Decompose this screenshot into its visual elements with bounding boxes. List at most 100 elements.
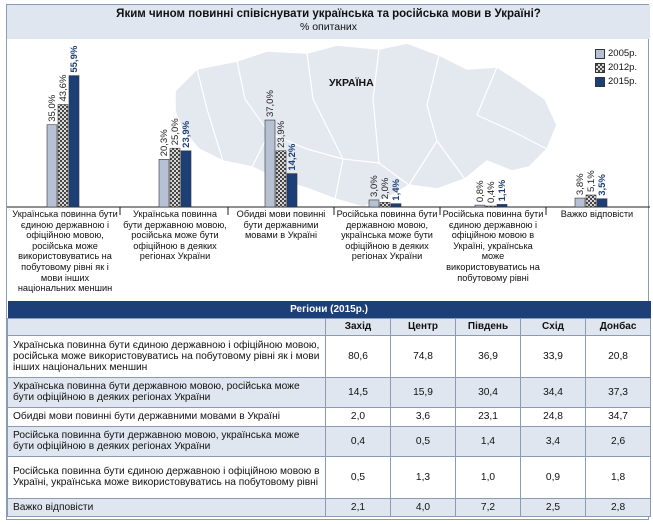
data-label-2015-cat2: 23,9% bbox=[181, 120, 192, 147]
row-label: Обидві мови повинні бути державними мова… bbox=[7, 406, 326, 427]
bar-2012-cat4 bbox=[379, 202, 391, 208]
data-label-2012-cat4: 2,0% bbox=[380, 177, 391, 199]
table-cell: 0,5 bbox=[390, 425, 456, 457]
table-cell: 1,8 bbox=[584, 455, 652, 499]
bar-2012-cat6 bbox=[585, 194, 597, 208]
bar-2015-cat5 bbox=[496, 204, 508, 208]
table-cell: 1,0 bbox=[455, 455, 521, 499]
table-cell: 80,6 bbox=[325, 334, 391, 378]
table-cell: 0,9 bbox=[520, 455, 586, 499]
table-cell: 23,1 bbox=[455, 406, 521, 427]
table-cell: 0,5 bbox=[325, 455, 391, 499]
bars-layer: 35,0%43,6%55,9%20,3% 25,0% 23,9%37,0%23,9%… bbox=[46, 45, 608, 208]
row-label: Українська повинна бути державною мовою,… bbox=[7, 376, 326, 408]
table-cell: 3,4 bbox=[520, 425, 586, 457]
chart-legend: 2005р. 2012р. 2015р. bbox=[595, 47, 637, 89]
map-label: УКРАЇНА bbox=[329, 77, 374, 89]
row-label: Російська повинна бути державною мовою, … bbox=[7, 425, 326, 457]
legend-swatch-2005 bbox=[595, 49, 605, 59]
bar-2005-cat2 bbox=[158, 158, 170, 208]
data-label-2012-cat1: 43,6% bbox=[58, 74, 69, 101]
chart-subtitle: % опитаних bbox=[299, 21, 358, 33]
legend-item-2012: 2012р. bbox=[595, 61, 637, 75]
table-row: Російська повинна бути єдиною державною … bbox=[7, 455, 652, 499]
table-cell: 74,8 bbox=[390, 334, 456, 378]
table-header-empty bbox=[7, 317, 326, 336]
table-row: Російська повинна бути державною мовою, … bbox=[7, 425, 652, 457]
table-cell: 37,3 bbox=[584, 376, 652, 408]
table-cell: 7,2 bbox=[455, 497, 521, 517]
data-label-2015-cat6: 3,5% bbox=[597, 174, 608, 196]
row-label: Важко відповісти bbox=[7, 497, 326, 517]
bar-2005-cat6 bbox=[574, 197, 586, 208]
chart-area: 35,0% 43,6% 55,9% 20,3% 25,0% 23,9% 37,0% 23,9%… bbox=[7, 39, 650, 301]
bar-2012-cat2 bbox=[169, 147, 181, 208]
legend-item-2005: 2005р. bbox=[595, 47, 637, 61]
table-cell: 36,9 bbox=[455, 334, 521, 378]
data-label-2005-cat6: 3,8% bbox=[575, 173, 586, 195]
data-label-2012-cat6: 5,1% bbox=[586, 170, 597, 192]
bar-2012-cat3 bbox=[275, 150, 287, 208]
table-cell: 15,9 bbox=[390, 376, 456, 408]
category-label-1: Українська повинна бути єдиною державною… bbox=[12, 209, 118, 294]
bar-2005-cat1 bbox=[46, 124, 58, 208]
data-label-2005-cat2: 20,3% bbox=[159, 129, 170, 156]
category-label-5: Російська повинна бути єдиною державною … bbox=[442, 209, 544, 283]
table-row: Українська повинна бути єдиною державною… bbox=[7, 334, 652, 378]
column-header-zakhid: Захід bbox=[325, 317, 391, 336]
data-label-2005-cat4: 3,0% bbox=[369, 175, 380, 197]
bar-2005-cat4 bbox=[368, 199, 380, 208]
legend-label-2015: 2015р. bbox=[608, 76, 638, 87]
column-header-skhid: Схід bbox=[520, 317, 586, 336]
table-title-row: Регіони (2015р.) bbox=[7, 301, 651, 318]
table-cell: 2,6 bbox=[584, 425, 652, 457]
data-label-2005-cat1: 35,0% bbox=[47, 94, 58, 121]
column-header-pivden: Південь bbox=[455, 317, 521, 336]
data-label-2012-cat5: 0,4% bbox=[486, 181, 497, 203]
column-header-tsentr: Центр bbox=[390, 317, 456, 336]
data-label-2005-cat3: 37,0% bbox=[265, 90, 276, 117]
table-header-row: Захід Центр Південь Схід Донбас bbox=[7, 317, 652, 336]
table-cell: 0,4 bbox=[325, 425, 391, 457]
figure-frame: Яким чином повинні співіснувати українсь… bbox=[6, 4, 652, 520]
table-cell: 2,1 bbox=[325, 497, 391, 517]
legend-label-2005: 2005р. bbox=[608, 48, 638, 59]
table-cell: 4,0 bbox=[390, 497, 456, 517]
table-cell: 30,4 bbox=[455, 376, 521, 408]
table-cell: 33,9 bbox=[520, 334, 586, 378]
chart-title: Яким чином повинні співіснувати українсь… bbox=[116, 8, 541, 20]
table-cell: 1,4 bbox=[455, 425, 521, 457]
category-dividers bbox=[119, 207, 547, 215]
row-label: Російська повинна бути єдиною державною … bbox=[7, 455, 326, 499]
legend-item-2015: 2015р. bbox=[595, 75, 637, 89]
table-row: Обидві мови повинні бути державними мова… bbox=[7, 406, 652, 427]
table-row: Українська повинна бути державною мовою,… bbox=[7, 376, 652, 408]
table-cell: 2,8 bbox=[584, 497, 652, 517]
category-label-4: Російська повинна бути державною мовою, … bbox=[336, 209, 438, 262]
title-area: Яким чином повинні співіснувати українсь… bbox=[7, 5, 650, 39]
row-label: Українська повинна бути єдиною державною… bbox=[7, 334, 326, 378]
column-header-donbas: Донбас bbox=[584, 317, 652, 336]
bar-2015-cat4 bbox=[390, 203, 402, 208]
category-label-6: Важко відповісти bbox=[560, 209, 634, 219]
table-cell: 34,4 bbox=[520, 376, 586, 408]
regions-table: Регіони (2015р.) Захід Центр Південь Схі… bbox=[7, 301, 652, 517]
bar-2015-cat2 bbox=[180, 150, 192, 208]
table-cell: 2,0 bbox=[325, 406, 391, 427]
bar-chart: 35,0%43,6%55,9%20,3% 25,0% 23,9%37,0%23,9%… bbox=[7, 42, 650, 215]
bar-2015-cat1 bbox=[68, 75, 80, 208]
category-label-3: Обидві мови повинні бути державними мова… bbox=[236, 209, 326, 241]
bar-2012-cat1 bbox=[57, 104, 69, 208]
bar-2015-cat3 bbox=[286, 173, 298, 208]
data-label-2012-cat3: 23,9% bbox=[276, 120, 287, 147]
table-cell: 2,5 bbox=[520, 497, 586, 517]
bar-2015-cat6 bbox=[596, 198, 608, 208]
data-label-2015-cat1: 55,9% bbox=[69, 45, 80, 72]
data-label-2015-cat4: 1,4% bbox=[391, 179, 402, 201]
table-title: Регіони (2015р.) bbox=[7, 301, 651, 318]
table-cell: 20,8 bbox=[584, 334, 652, 378]
legend-label-2012: 2012р. bbox=[608, 62, 638, 73]
data-label-2015-cat5: 1,1% bbox=[497, 179, 508, 201]
legend-swatch-2015 bbox=[595, 77, 605, 87]
data-label-2005-cat5: 0,8% bbox=[475, 180, 486, 202]
